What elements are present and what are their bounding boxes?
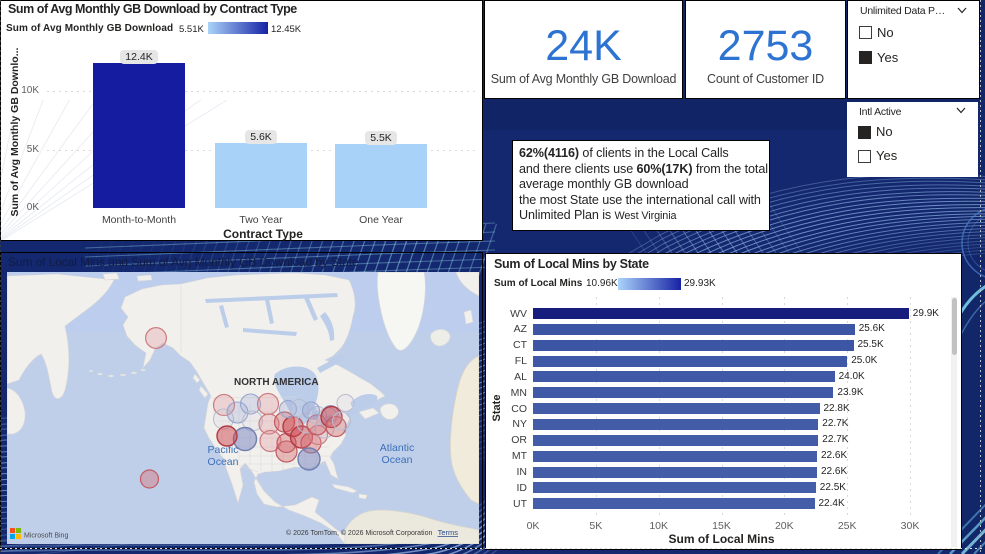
svg-text:Ocean: Ocean — [382, 454, 413, 466]
svg-text:Ocean: Ocean — [208, 456, 239, 468]
svg-text:Pacific: Pacific — [208, 444, 239, 456]
svg-text:Atlantic: Atlantic — [380, 442, 414, 454]
svg-text:Terms: Terms — [438, 528, 459, 537]
svg-text:NORTH AMERICA: NORTH AMERICA — [234, 377, 319, 388]
svg-text:Microsoft Bing: Microsoft Bing — [24, 533, 68, 540]
svg-text:© 2026 TomTom, © 2026 Microsof: © 2026 TomTom, © 2026 Microsoft Corporat… — [286, 529, 432, 537]
